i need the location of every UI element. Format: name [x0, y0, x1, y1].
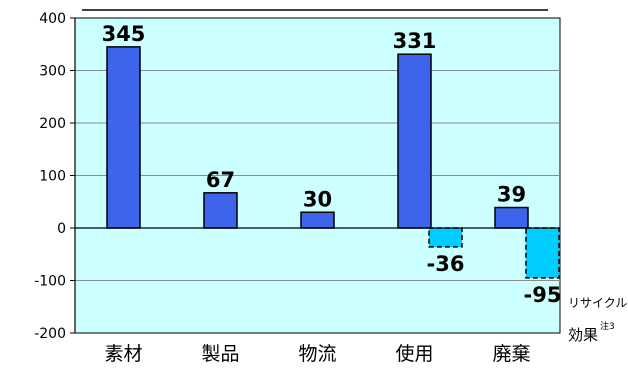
x-category-label: 使用 [395, 343, 433, 365]
y-tick-label: -200 [34, 326, 66, 342]
data-label: 331 [393, 29, 437, 53]
y-tick-label: 0 [57, 221, 66, 237]
bar [525, 227, 560, 279]
data-label: 345 [102, 22, 146, 46]
bar [300, 211, 335, 229]
y-tick-label: -100 [34, 274, 66, 290]
gridlines [75, 70, 560, 281]
x-axis-categories: 素材 製品 物流 使用 廃棄 [104, 343, 530, 365]
legend-note: 注3 [600, 320, 615, 332]
data-label: -36 [427, 252, 465, 276]
data-label: -95 [524, 283, 562, 307]
y-tick-label: 400 [39, 11, 66, 27]
legend: リサイクル 効果 注3 [568, 296, 627, 344]
y-axis-ticks: 400 300 200 100 0 -100 -200 [34, 11, 75, 342]
data-label: 30 [303, 187, 332, 211]
x-category-label: 素材 [104, 343, 142, 365]
bar [494, 206, 529, 229]
data-label: 39 [497, 183, 526, 207]
legend-line2: 効果 [568, 326, 598, 344]
y-tick-label: 200 [39, 116, 66, 132]
bar [203, 192, 238, 229]
bars [106, 46, 560, 279]
bar [428, 227, 463, 248]
x-category-label: 物流 [298, 343, 336, 365]
bar [397, 53, 432, 229]
data-labels: 345 67 30 331 39 -36 -95 [102, 22, 562, 307]
y-tick-label: 300 [39, 64, 66, 80]
x-category-label: 製品 [201, 343, 239, 365]
bar [106, 46, 141, 229]
data-label: 67 [206, 168, 235, 192]
y-tick-label: 100 [39, 169, 66, 185]
legend-line1: リサイクル [568, 296, 627, 310]
x-category-label: 廃棄 [492, 343, 530, 365]
